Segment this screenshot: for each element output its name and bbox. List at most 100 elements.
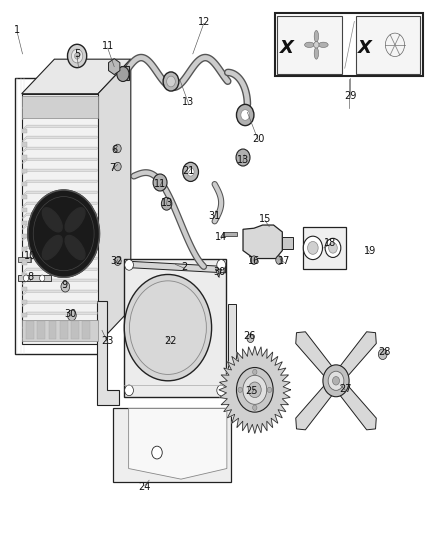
Bar [49, 321, 57, 340]
Circle shape [248, 382, 261, 398]
Polygon shape [22, 103, 97, 109]
Polygon shape [22, 169, 97, 175]
Text: 27: 27 [339, 384, 352, 394]
Text: 9: 9 [61, 280, 67, 290]
Bar [15, 78, 102, 354]
Circle shape [237, 104, 254, 126]
Bar [21, 208, 27, 212]
Bar [303, 227, 346, 269]
Bar [21, 287, 27, 291]
Text: 31: 31 [208, 211, 221, 221]
Bar [283, 237, 293, 249]
Polygon shape [22, 279, 97, 285]
Bar [21, 142, 27, 147]
Circle shape [241, 110, 250, 120]
Text: 16: 16 [248, 256, 260, 266]
Text: 32: 32 [110, 256, 123, 266]
Text: 22: 22 [165, 336, 177, 346]
Text: 30: 30 [64, 309, 77, 319]
Circle shape [303, 236, 322, 260]
Text: 12: 12 [198, 17, 210, 27]
Text: 14: 14 [215, 232, 227, 243]
Circle shape [117, 67, 129, 82]
Text: 23: 23 [102, 336, 114, 346]
Bar [21, 195, 27, 199]
Bar [21, 156, 27, 160]
Bar [21, 129, 27, 133]
Text: 24: 24 [138, 482, 151, 492]
Polygon shape [22, 114, 97, 119]
Text: 30: 30 [213, 267, 225, 277]
Circle shape [217, 385, 226, 395]
Circle shape [328, 371, 344, 390]
Circle shape [253, 405, 257, 410]
Text: 25: 25 [245, 386, 258, 397]
Circle shape [61, 281, 70, 292]
Ellipse shape [42, 236, 62, 260]
Bar [21, 247, 27, 252]
Polygon shape [296, 376, 340, 430]
Bar [113, 408, 231, 482]
Circle shape [183, 163, 198, 181]
Text: 15: 15 [259, 214, 271, 224]
Circle shape [153, 174, 167, 191]
Circle shape [74, 53, 80, 59]
Circle shape [323, 365, 349, 397]
Polygon shape [21, 59, 131, 94]
Circle shape [251, 256, 258, 264]
Text: 13: 13 [160, 198, 173, 208]
Circle shape [328, 243, 337, 253]
Text: 29: 29 [344, 91, 356, 101]
Text: 10: 10 [24, 251, 36, 261]
Bar [121, 66, 129, 80]
Bar [124, 259, 226, 397]
Polygon shape [332, 332, 376, 385]
Text: 7: 7 [109, 163, 115, 173]
Ellipse shape [318, 42, 328, 47]
Bar [37, 321, 45, 340]
Polygon shape [129, 408, 227, 479]
Bar [275, 13, 424, 76]
Bar [223, 232, 237, 236]
Circle shape [130, 281, 206, 374]
Polygon shape [22, 213, 97, 219]
Circle shape [187, 167, 194, 176]
Circle shape [125, 260, 134, 270]
Ellipse shape [65, 208, 85, 232]
Text: 26: 26 [244, 330, 256, 341]
Circle shape [152, 446, 162, 459]
Ellipse shape [42, 208, 62, 232]
Bar [277, 16, 342, 74]
Polygon shape [97, 301, 119, 405]
Circle shape [114, 163, 121, 171]
Polygon shape [22, 268, 97, 273]
Polygon shape [22, 125, 97, 131]
Ellipse shape [65, 236, 85, 260]
Circle shape [71, 49, 83, 63]
Polygon shape [22, 323, 97, 328]
Polygon shape [243, 225, 283, 259]
Bar [71, 321, 79, 340]
Bar [21, 234, 27, 238]
Circle shape [307, 241, 318, 254]
Polygon shape [22, 224, 97, 230]
Text: 18: 18 [324, 238, 336, 247]
Bar [21, 94, 98, 344]
Polygon shape [215, 269, 222, 277]
Ellipse shape [314, 47, 318, 59]
Polygon shape [22, 202, 97, 207]
Circle shape [67, 310, 76, 321]
Circle shape [253, 369, 257, 375]
Bar [21, 168, 27, 173]
Polygon shape [22, 312, 97, 318]
Circle shape [39, 275, 45, 281]
Bar [18, 275, 51, 281]
Circle shape [314, 42, 319, 48]
Circle shape [247, 334, 254, 343]
Polygon shape [127, 261, 226, 273]
Text: 1: 1 [14, 25, 20, 35]
Ellipse shape [314, 30, 318, 42]
Text: 11: 11 [154, 179, 166, 189]
Ellipse shape [304, 42, 314, 47]
Polygon shape [219, 346, 290, 433]
